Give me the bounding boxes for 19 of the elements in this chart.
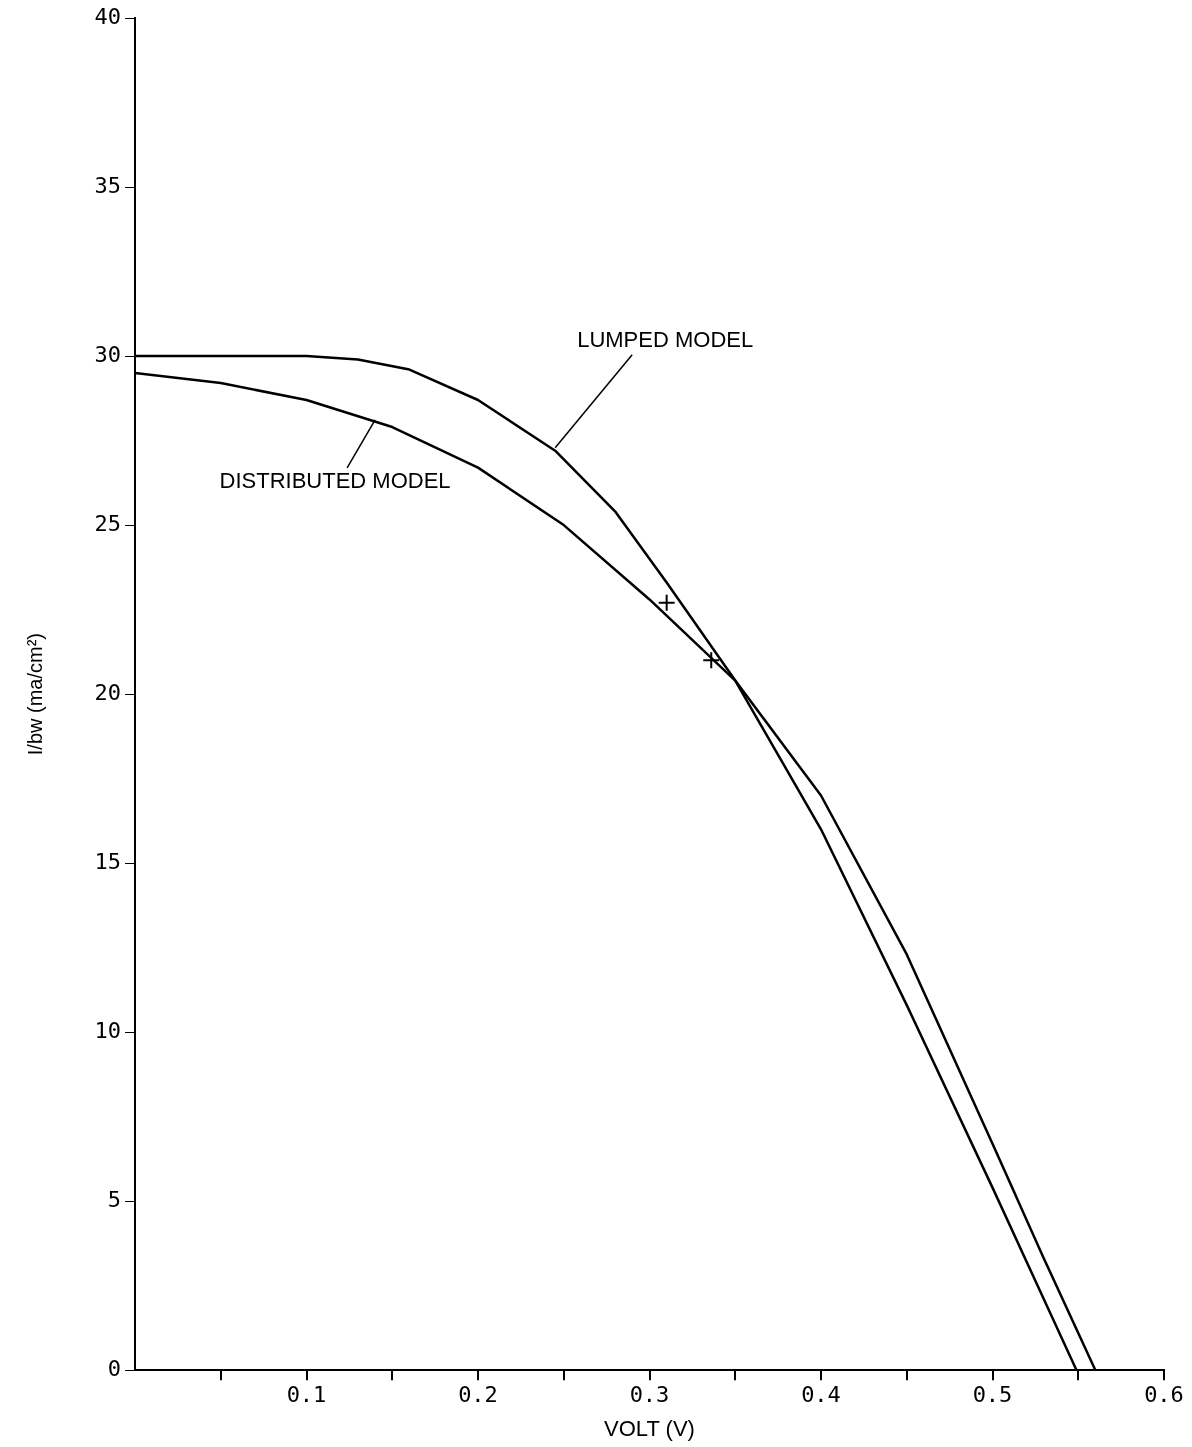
x-tick-label: 0.6 xyxy=(1144,1382,1184,1408)
y-tick-label: 40 xyxy=(94,3,121,29)
x-axis-title: VOLT (V) xyxy=(604,1415,695,1441)
x-tick-label: 0.2 xyxy=(458,1382,498,1408)
y-tick-label: 25 xyxy=(94,510,121,536)
y-tick-label: 10 xyxy=(94,1017,121,1043)
x-tick-label: 0.5 xyxy=(972,1382,1013,1408)
x-tick-label: 0.3 xyxy=(629,1382,670,1408)
y-tick-label: 35 xyxy=(94,172,121,198)
y-axis-title: I/bw (ma/cm²) xyxy=(23,632,46,756)
annotation: LUMPED MODEL xyxy=(577,326,754,352)
y-tick-label: 20 xyxy=(94,679,121,705)
y-tick-label: 15 xyxy=(94,848,121,874)
annotation: DISTRIBUTED MODEL xyxy=(219,467,451,493)
y-tick-label: 0 xyxy=(107,1355,121,1381)
y-tick-label: 30 xyxy=(94,341,121,367)
x-tick-label: 0.1 xyxy=(286,1382,327,1408)
y-tick-label: 5 xyxy=(107,1186,121,1212)
x-tick-label: 0.4 xyxy=(801,1382,841,1408)
